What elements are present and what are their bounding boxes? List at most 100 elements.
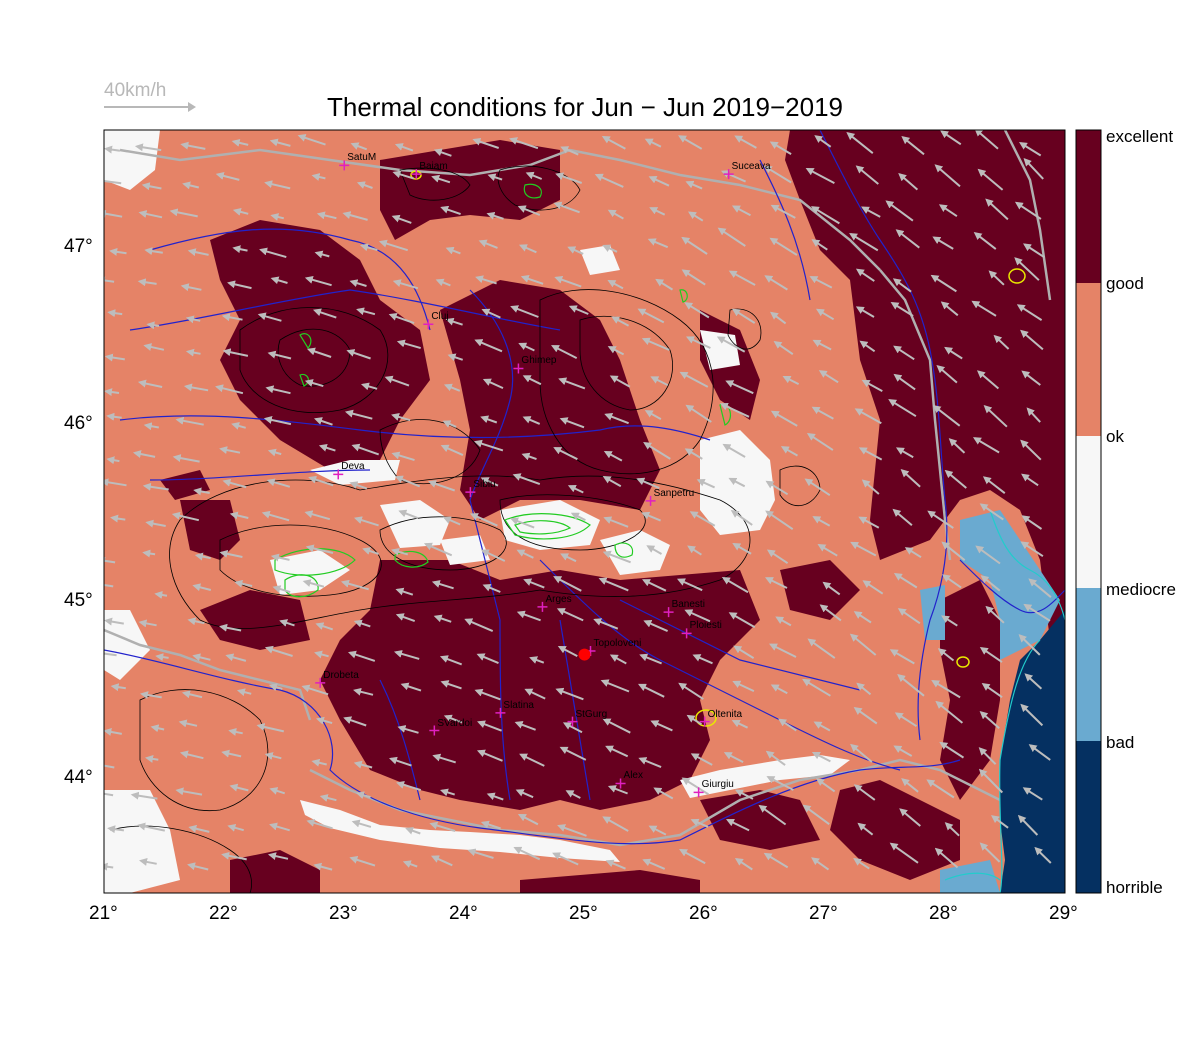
wind-arrow	[1020, 329, 1044, 351]
wind-arrow	[318, 443, 336, 452]
wind-arrow	[780, 446, 798, 457]
wind-arrow	[602, 718, 631, 734]
wind-arrow	[1020, 439, 1042, 461]
wind-arrow	[521, 452, 537, 461]
wind-arrow	[1014, 257, 1040, 281]
wind-arrow	[510, 305, 539, 318]
wind-arrow	[721, 576, 749, 594]
wind-arrow	[313, 862, 333, 871]
wind-arrow	[726, 819, 750, 832]
wind-arrow	[930, 274, 957, 293]
x-tick-21: 21°	[89, 903, 118, 924]
wind-arrow	[941, 541, 966, 561]
wind-reference-arrowhead	[188, 102, 196, 112]
wind-arrow	[932, 404, 961, 427]
wind-arrow	[350, 142, 368, 151]
map-frame	[103, 129, 1066, 894]
wind-arrow	[765, 577, 788, 589]
wind-arrow	[442, 516, 461, 526]
wind-arrow	[643, 442, 671, 460]
wind-arrow	[555, 687, 584, 701]
city-marker[interactable]	[495, 707, 506, 718]
wind-arrow	[770, 204, 796, 219]
city-marker[interactable]	[681, 628, 692, 639]
wind-arrow	[529, 656, 545, 664]
wind-arrow	[593, 618, 619, 630]
city-marker[interactable]	[567, 716, 578, 727]
wind-arrow	[815, 778, 836, 793]
wind-arrow	[894, 712, 918, 728]
wind-arrow	[822, 581, 841, 596]
wind-arrow	[478, 239, 498, 249]
wind-arrow	[725, 380, 754, 395]
wind-arrow	[559, 417, 585, 429]
wind-arrow	[734, 135, 757, 149]
wind-arrow	[971, 300, 997, 317]
city-marker[interactable]	[537, 601, 548, 612]
wind-arrow	[143, 422, 159, 431]
wind-arrow	[397, 725, 419, 734]
colorbar-label-good: good	[1106, 274, 1144, 293]
wind-arrow	[512, 473, 541, 486]
wind-arrow	[927, 510, 954, 529]
city-label: Banesti	[671, 599, 705, 611]
wind-arrow	[516, 549, 534, 559]
city-marker[interactable]	[429, 725, 440, 736]
wind-arrow	[556, 608, 584, 622]
wind-arrow	[763, 852, 789, 869]
x-tick-28: 28°	[929, 903, 958, 924]
wind-arrow	[477, 720, 502, 732]
wind-arrow	[181, 690, 203, 699]
city-marker[interactable]	[465, 487, 476, 498]
wind-arrow	[522, 375, 542, 386]
wind-arrow	[234, 579, 253, 588]
wind-arrow	[849, 232, 879, 252]
wind-arrow	[609, 654, 627, 665]
wind-arrow	[650, 376, 669, 386]
wind-arrow	[308, 475, 334, 487]
wind-arrow	[898, 172, 919, 191]
city-marker[interactable]	[663, 607, 674, 618]
city-marker[interactable]	[645, 495, 656, 506]
wind-arrow	[106, 456, 120, 465]
wind-arrow	[445, 246, 461, 255]
wind-arrow	[104, 652, 117, 657]
city-marker[interactable]	[339, 160, 350, 171]
wind-arrow	[169, 208, 198, 218]
city-marker[interactable]	[423, 319, 434, 330]
city-marker[interactable]	[411, 169, 422, 180]
wind-arrow	[104, 478, 127, 487]
city-marker[interactable]	[699, 716, 710, 727]
wind-arrow	[855, 306, 875, 318]
city-marker[interactable]	[315, 677, 326, 688]
x-tick-24: 24°	[449, 903, 478, 924]
city-label: Arges	[545, 593, 572, 605]
wind-arrow	[653, 787, 674, 800]
wind-arrow	[975, 545, 1001, 565]
wind-arrow	[447, 353, 464, 362]
city-marker[interactable]	[513, 363, 524, 374]
wind-arrow	[935, 700, 964, 724]
wind-arrow	[678, 682, 704, 700]
city-marker[interactable]	[333, 469, 344, 480]
wind-arrow	[646, 545, 662, 555]
city-label: Oltenita	[707, 708, 743, 720]
wind-arrow	[1020, 541, 1044, 558]
city-marker[interactable]	[723, 169, 734, 180]
city-marker[interactable]	[615, 778, 626, 789]
wind-arrow	[553, 447, 578, 461]
city-marker[interactable]	[693, 787, 704, 798]
wind-arrow	[855, 268, 875, 282]
wind-arrow	[934, 847, 959, 869]
wind-arrow	[315, 622, 334, 631]
wind-arrow	[107, 825, 125, 834]
wind-arrow	[138, 210, 163, 219]
wind-arrow	[514, 721, 536, 731]
wind-arrow	[351, 443, 380, 456]
wind-arrow	[944, 822, 960, 837]
selected-site-marker[interactable]	[578, 648, 591, 661]
wind-arrow	[396, 781, 422, 792]
wind-arrow	[104, 862, 114, 871]
wind-arrow	[137, 379, 163, 388]
